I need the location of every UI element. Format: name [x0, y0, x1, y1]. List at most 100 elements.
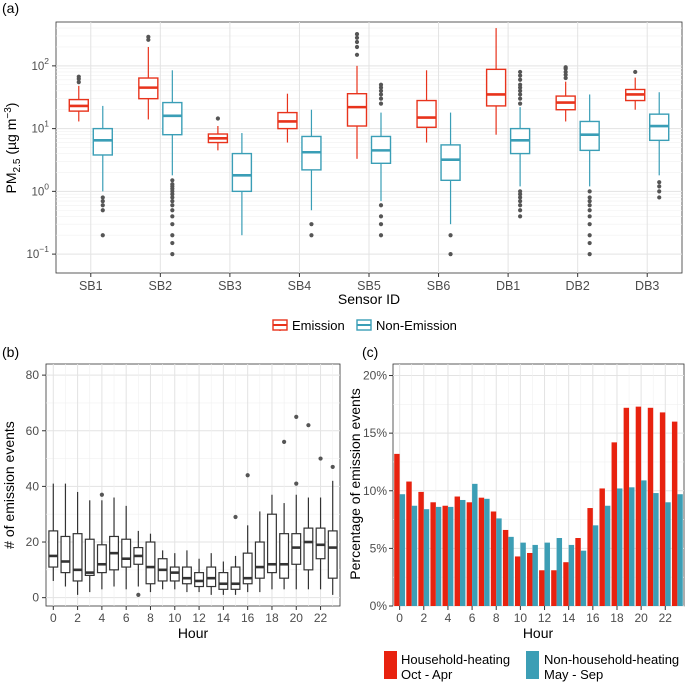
outlier-point	[518, 101, 523, 106]
ylabel-units-pre: (µg m	[3, 119, 19, 159]
outlier-point	[587, 233, 592, 238]
bar-non-household-hour-17	[604, 505, 611, 606]
x-tick-label: 18	[610, 611, 624, 625]
outlier-point	[330, 464, 335, 470]
outlier-point	[518, 73, 523, 78]
box-non-emission-db1	[509, 69, 531, 219]
outlier-point	[170, 252, 175, 257]
legend-key-emission	[272, 319, 288, 331]
panel-c-grid	[393, 364, 684, 607]
outlier-point	[587, 195, 592, 200]
outlier-point	[563, 72, 568, 77]
outlier-point	[657, 180, 662, 185]
bar-non-household-hour-22	[665, 502, 671, 606]
bar-household-hour-12	[539, 570, 545, 606]
panel-b-plot-area	[45, 363, 341, 607]
box-emission-sb3	[207, 116, 229, 151]
box-emission-sb2	[138, 34, 159, 120]
bar-household-hour-0	[394, 453, 400, 606]
panel-b-boxes	[48, 414, 338, 597]
bar-non-household-hour-10	[520, 542, 526, 606]
bar-household-hour-8	[490, 511, 497, 606]
box-iqr	[315, 527, 326, 560]
box-hour-0	[48, 483, 59, 581]
outlier-point	[518, 77, 523, 82]
bar-non-household-hour-16	[592, 525, 599, 606]
box-iqr	[194, 572, 205, 588]
outlier-point	[448, 233, 453, 238]
bar-household-hour-2	[418, 491, 424, 606]
x-tick-label-sb6: SB6	[427, 279, 451, 293]
outlier-point	[354, 35, 360, 40]
bar-non-household-hour-20	[641, 480, 647, 606]
box-iqr	[303, 527, 314, 571]
x-tick-label: 12	[192, 611, 206, 625]
outlier-point	[170, 240, 175, 246]
legend-label-emission: Emission	[292, 318, 345, 333]
box-non-emission-sb2	[162, 70, 183, 257]
box-non-emission-sb1	[92, 105, 113, 238]
outlier-point	[294, 414, 299, 419]
box-hour-10	[169, 553, 180, 590]
legend-label-non-emission: Non-Emission	[376, 318, 457, 333]
y-tick-label: 10%	[363, 484, 387, 498]
outlier-point	[233, 514, 238, 520]
bar-household-hour-10	[514, 556, 521, 606]
x-tick-label: 16	[586, 611, 600, 625]
box-hour-16	[242, 473, 253, 593]
outlier-point	[587, 189, 592, 194]
panel-c: (c) 0% 5% 10% 15% 20% 0 2 4 6 8 10 12 14 16 18 20 22 Ho…	[347, 344, 685, 682]
y-tick-label: 20	[26, 535, 40, 549]
x-tick-label: 2	[74, 611, 81, 625]
box-hour-6	[121, 505, 132, 590]
outlier-point	[378, 101, 384, 106]
panel-c-ylabel: Percentage of emission events	[347, 388, 363, 579]
outlier-point	[100, 233, 105, 238]
y-tick-label: 20%	[363, 369, 387, 383]
box-hour-15	[230, 514, 241, 595]
x-tick-label-sb1: SB1	[79, 279, 103, 293]
box-iqr	[218, 572, 229, 590]
bar-non-household-hour-13	[556, 538, 563, 606]
outlier-point	[100, 198, 105, 204]
box-non-emission-sb5	[370, 82, 392, 238]
outlier-point	[146, 37, 151, 42]
box-hour-7	[133, 530, 144, 597]
x-tick-label: 8	[493, 611, 500, 625]
panel-b-label: (b)	[2, 344, 19, 360]
legend-key-household	[384, 651, 397, 679]
box-emission-db2	[555, 65, 576, 122]
outlier-point	[146, 34, 151, 39]
y-tick-label: 10−1	[27, 244, 50, 261]
x-tick-label: 20	[290, 611, 304, 625]
box-hour-13	[206, 553, 217, 595]
outlier-point	[378, 222, 384, 227]
outlier-point	[136, 592, 141, 597]
y-tick-label: 80	[26, 368, 40, 382]
bar-non-household-hour-0	[399, 494, 406, 606]
outlier-point	[294, 481, 299, 486]
outlier-point	[100, 203, 105, 208]
x-tick-label: 6	[123, 611, 130, 625]
bar-non-household-hour-8	[496, 518, 502, 606]
box-hour-17	[254, 511, 265, 593]
outlier-point	[518, 189, 523, 194]
legend-label-household-name: Household-heating	[401, 652, 510, 667]
outlier-point	[378, 82, 384, 87]
bar-household-hour-11	[527, 552, 533, 606]
outlier-point	[76, 74, 81, 79]
x-tick-label: 6	[469, 611, 476, 625]
outlier-point	[563, 75, 568, 81]
outlier-point	[518, 88, 523, 93]
bar-non-household-hour-14	[568, 544, 575, 606]
outlier-point	[354, 44, 360, 50]
panel-b-y-ticks: 0 20 40 60 80	[26, 368, 46, 605]
box-hour-21	[303, 423, 314, 590]
panel-a-legend: Emission Non-Emission	[272, 318, 457, 333]
outlier-point	[309, 222, 314, 227]
x-tick-label: 12	[538, 611, 552, 625]
box-iqr	[291, 533, 302, 565]
box-hour-20	[291, 414, 302, 590]
ylabel-sub: 2.5	[12, 158, 23, 172]
